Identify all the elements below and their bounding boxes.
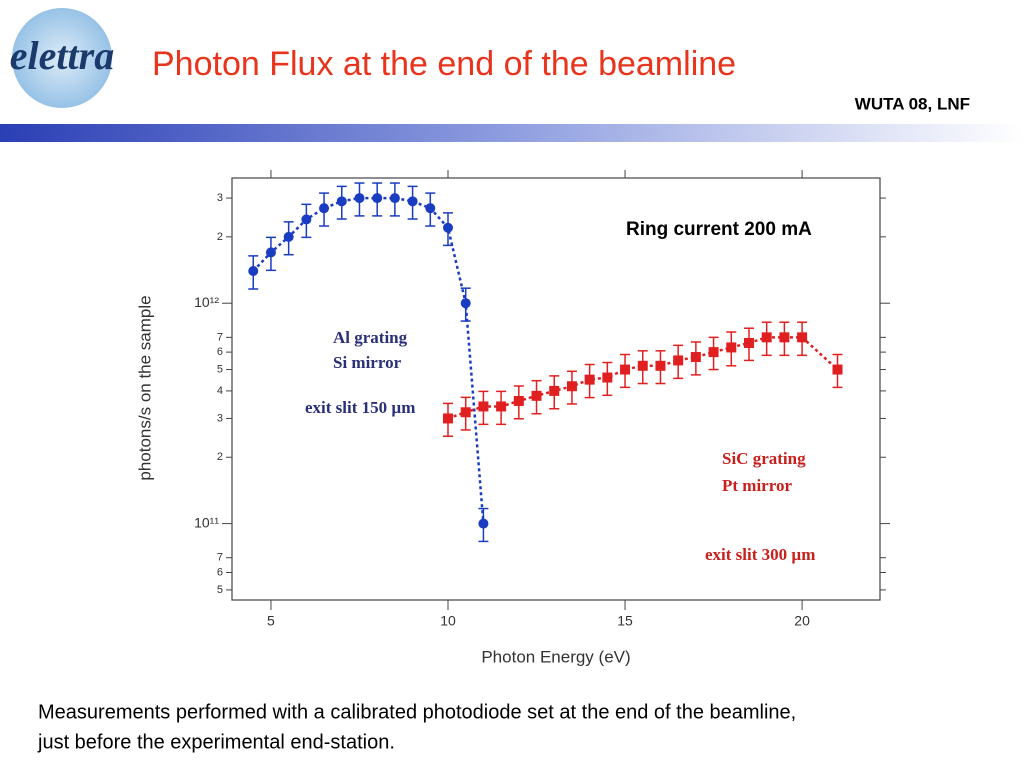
x-tick-label: 15 — [617, 613, 633, 629]
x-tick-label: 10 — [440, 613, 456, 629]
data-point — [832, 364, 843, 375]
series-line — [447, 336, 839, 420]
logo: elettra — [10, 33, 114, 78]
data-point — [690, 352, 701, 363]
data-point — [443, 413, 453, 424]
data-point — [407, 196, 418, 207]
y-tick-label: 7 — [217, 331, 223, 343]
y-tick-label: 3 — [217, 412, 223, 424]
data-point — [584, 374, 595, 385]
annotation: Si mirror — [333, 353, 402, 372]
data-point — [743, 337, 754, 348]
data-point — [797, 332, 808, 343]
data-point — [566, 381, 577, 392]
data-point — [389, 193, 400, 204]
data-point — [549, 385, 560, 396]
data-point — [478, 518, 489, 529]
data-point — [336, 196, 347, 207]
x-tick-label: 5 — [267, 613, 275, 629]
header-bar — [0, 124, 1024, 142]
annotation: exit slit 150 µm — [305, 398, 415, 417]
plot-frame — [231, 177, 881, 601]
data-point — [708, 347, 719, 358]
data-point — [761, 332, 772, 343]
y-tick-label: 6 — [217, 566, 223, 578]
data-point — [265, 247, 276, 258]
y-tick-label: 5 — [217, 584, 223, 596]
caption-line: Measurements performed with a calibrated… — [38, 701, 796, 723]
y-tick-label: 2 — [217, 451, 223, 463]
data-point — [637, 360, 648, 371]
annotation: Al grating — [333, 328, 408, 347]
series-line — [252, 196, 485, 524]
data-point — [301, 214, 312, 225]
y-tick-label: 2 — [217, 231, 223, 243]
data-point — [726, 342, 737, 353]
annotation: Pt mirror — [722, 476, 792, 495]
data-point — [655, 360, 666, 371]
y-tick-label: 10¹¹ — [194, 514, 219, 530]
x-axis-label: Photon Energy (eV) — [481, 647, 630, 666]
data-point — [496, 401, 507, 412]
data-point — [673, 355, 684, 366]
data-point — [443, 222, 453, 233]
data-point — [602, 372, 613, 383]
annotation: exit slit 300 µm — [705, 545, 815, 564]
data-point — [779, 332, 790, 343]
y-tick-label: 6 — [217, 346, 223, 358]
data-point — [372, 193, 383, 204]
y-tick-label: 10¹² — [194, 294, 219, 310]
caption-line: just before the experimental end-station… — [37, 731, 395, 753]
y-axis-label: photons/s on the sample — [135, 295, 154, 480]
data-point — [478, 401, 489, 412]
y-tick-label: 5 — [217, 363, 223, 375]
logo-emblem — [12, 8, 112, 108]
data-point — [425, 203, 436, 214]
data-point — [460, 298, 471, 309]
data-point — [531, 390, 542, 401]
data-point — [354, 193, 365, 204]
annotation: Ring current 200 mA — [626, 219, 812, 240]
data-point — [460, 407, 471, 418]
y-tick-label: 3 — [217, 192, 223, 204]
x-tick-label: 20 — [794, 613, 810, 629]
slide-note: WUTA 08, LNF — [855, 94, 970, 113]
data-point — [248, 266, 259, 277]
slide-title: Photon Flux at the end of the beamline — [152, 45, 736, 83]
data-point — [513, 395, 524, 406]
data-point — [283, 231, 294, 242]
data-point — [319, 203, 330, 214]
data-point — [620, 364, 631, 375]
y-tick-label: 4 — [217, 385, 223, 397]
annotation: SiC grating — [722, 449, 806, 468]
y-tick-label: 7 — [217, 552, 223, 564]
